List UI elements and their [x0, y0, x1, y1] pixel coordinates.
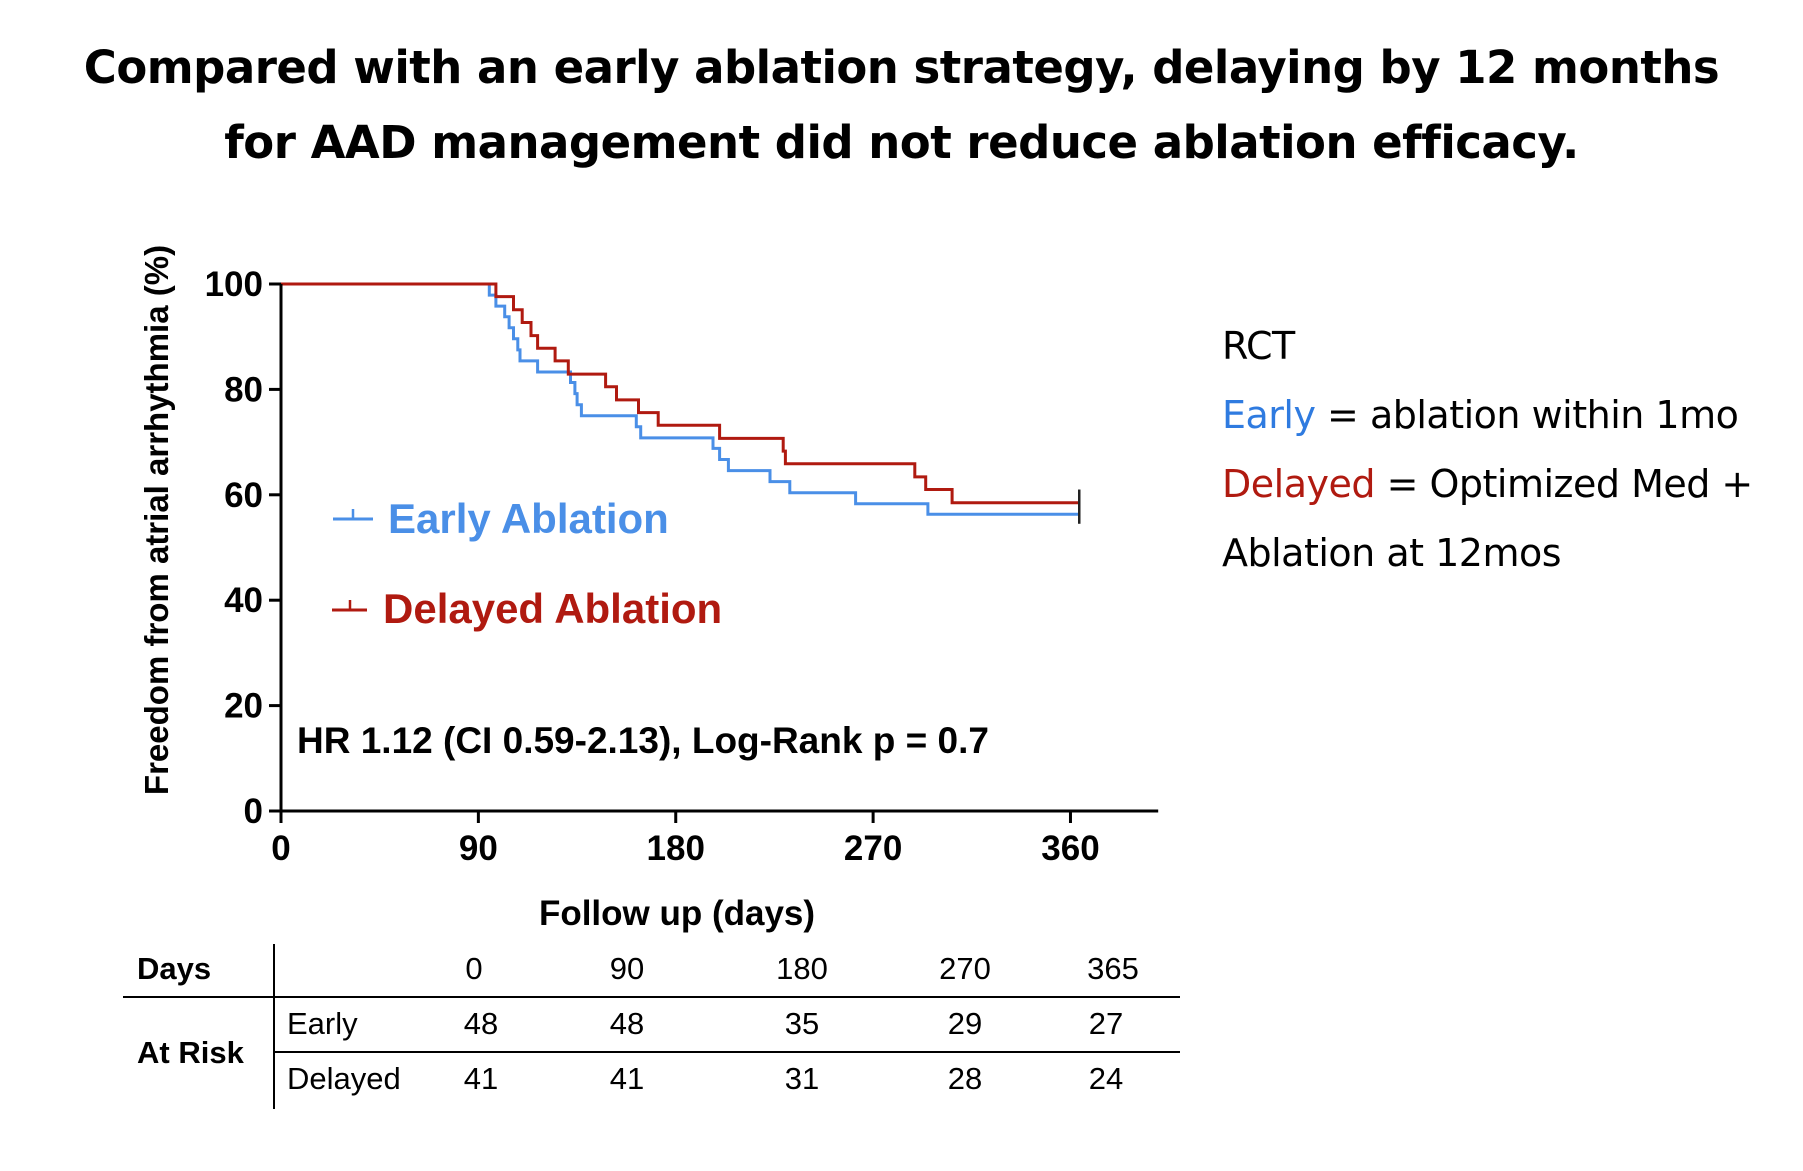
- day-270: 270: [939, 951, 991, 986]
- rct-early-definition: Early = ablation within 1mo: [1222, 381, 1753, 450]
- km-curve-delayed: [281, 282, 1080, 505]
- row-early-label: Early: [287, 1006, 358, 1041]
- x-tick-label-180: 180: [647, 829, 705, 868]
- x-tick-label-90: 90: [459, 829, 498, 868]
- slide-title-line-1: Compared with an early ablation strategy…: [83, 41, 1720, 94]
- table-vertical-divider: [273, 944, 275, 1109]
- at-risk-header: At Risk: [137, 1035, 244, 1070]
- legend-item-delayed: Delayed Ablation: [332, 585, 722, 632]
- delayed-at-risk-270: 28: [947, 1061, 983, 1096]
- early-at-risk-0: 48: [463, 1006, 499, 1041]
- row-delayed-label: Delayed: [287, 1061, 401, 1096]
- early-at-risk-180: 35: [784, 1006, 820, 1041]
- rct-delayed-definition-cont: Ablation at 12mos: [1222, 531, 1562, 575]
- y-tick-label-40: 40: [224, 581, 263, 620]
- legend-item-early: Early Ablation: [333, 495, 669, 542]
- rct-early-word: Early: [1222, 393, 1316, 437]
- legend: Early Ablation Delayed Ablation: [332, 495, 722, 632]
- day-180: 180: [776, 951, 828, 986]
- day-365: 365: [1087, 951, 1139, 986]
- x-tick-label-360: 360: [1041, 829, 1099, 868]
- km-curve-early: [281, 282, 1080, 516]
- days-header: Days: [137, 951, 212, 986]
- delayed-at-risk-0: 41: [463, 1061, 499, 1096]
- x-tick-label-0: 0: [271, 829, 290, 868]
- y-tick-label-20: 20: [224, 687, 263, 726]
- y-tick-label-80: 80: [224, 370, 263, 409]
- y-tick-label-100: 100: [205, 265, 263, 304]
- y-tick-label-60: 60: [224, 476, 263, 515]
- early-at-risk-90: 48: [609, 1006, 645, 1041]
- delayed-at-risk-365: 24: [1088, 1061, 1124, 1096]
- hazard-ratio-annotation: HR 1.12 (CI 0.59-2.13), Log-Rank p = 0.7: [297, 720, 989, 761]
- y-axis-label: Freedom from atrial arrhythmia (%): [138, 245, 175, 795]
- table-divider-top: [123, 996, 1180, 998]
- delayed-at-risk-180: 31: [784, 1061, 820, 1096]
- rct-heading: RCT: [1222, 324, 1295, 368]
- rct-delayed-definition: Delayed = Optimized Med +: [1222, 450, 1753, 519]
- delayed-at-risk-90: 41: [609, 1061, 645, 1096]
- legend-label-early: Early Ablation: [388, 495, 669, 542]
- early-at-risk-270: 29: [947, 1006, 983, 1041]
- y-tick-label-0: 0: [244, 792, 263, 831]
- rct-note: RCT Early = ablation within 1mo Delayed …: [1222, 312, 1753, 588]
- x-tick-label-270: 270: [844, 829, 902, 868]
- early-at-risk-365: 27: [1088, 1006, 1124, 1041]
- day-0: 0: [465, 951, 483, 986]
- table-divider-middle: [273, 1051, 1180, 1053]
- legend-label-delayed: Delayed Ablation: [383, 585, 722, 632]
- x-axis-label: Follow up (days): [539, 894, 815, 933]
- rct-delayed-text: = Optimized Med +: [1374, 462, 1754, 506]
- day-90: 90: [609, 951, 645, 986]
- slide-title-line-2: for AAD management did not reduce ablati…: [224, 116, 1579, 169]
- rct-delayed-word: Delayed: [1222, 462, 1375, 506]
- slide-title: Compared with an early ablation strategy…: [40, 30, 1763, 180]
- rct-early-text: = ablation within 1mo: [1315, 393, 1739, 437]
